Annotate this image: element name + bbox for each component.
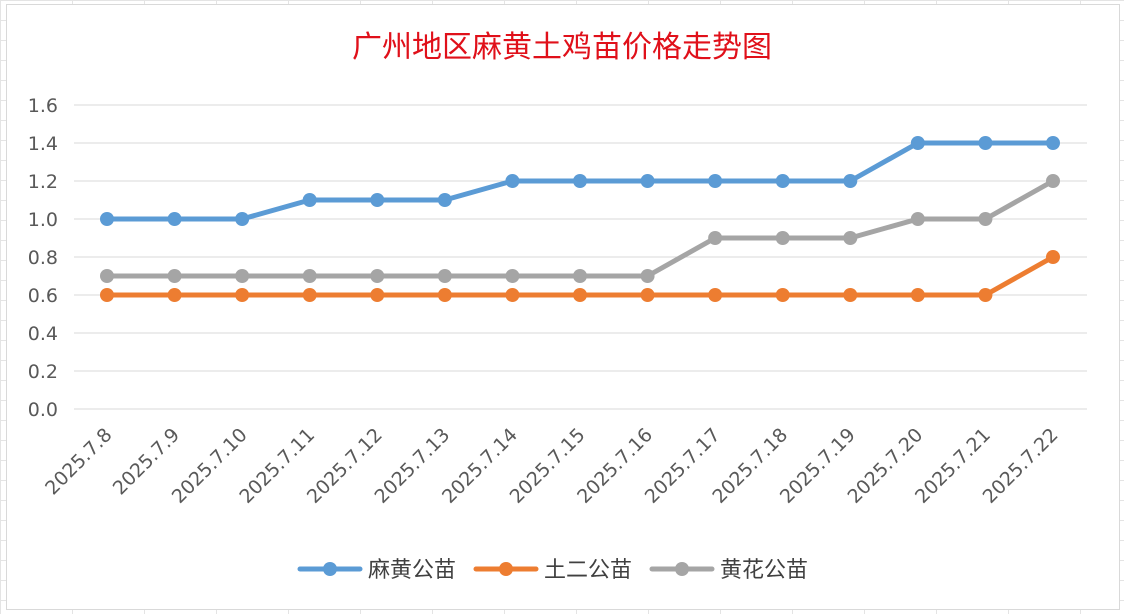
data-point (978, 212, 993, 226)
data-point (302, 269, 317, 283)
legend: 麻黄公苗 土二公苗 黄花公苗 (297, 558, 808, 583)
series-line (104, 178, 1056, 279)
y-tick-label: 0.8 (28, 247, 58, 269)
data-point (100, 288, 114, 302)
data-point (100, 212, 114, 226)
data-point (235, 288, 250, 302)
legend-item: 土二公苗 (473, 558, 632, 583)
legend-label: 麻黄公苗 (368, 558, 456, 583)
data-point (708, 231, 723, 245)
data-point (573, 288, 587, 302)
data-point (167, 288, 182, 302)
data-point (843, 174, 858, 188)
data-point (775, 288, 790, 302)
y-tick-label: 0.2 (28, 361, 58, 383)
data-point (1046, 250, 1060, 264)
data-point (910, 288, 925, 302)
data-point (708, 174, 723, 188)
data-point (370, 193, 385, 207)
y-tick-label: 0.4 (28, 323, 58, 345)
series-layer (100, 136, 1060, 302)
legend-swatch-marker (323, 562, 337, 576)
legend-label: 黄花公苗 (720, 558, 808, 583)
data-point (910, 212, 925, 226)
legend-item: 黄花公苗 (649, 558, 808, 583)
data-point (640, 269, 655, 283)
y-tick-label: 1.2 (28, 171, 58, 193)
data-point (437, 269, 452, 283)
x-axis-ticks: 2025.7.82025.7.92025.7.102025.7.112025.7… (41, 424, 1062, 508)
series-1 (100, 136, 1060, 226)
y-tick-label: 1.6 (28, 95, 58, 117)
data-point (910, 136, 925, 150)
y-tick-label: 1.0 (28, 209, 58, 231)
data-point (843, 231, 858, 245)
data-point (573, 174, 587, 188)
x-tick-label: 2025.7.8 (41, 424, 116, 499)
data-point (370, 269, 385, 283)
chart-title: 广州地区麻黄土鸡苗价格走势图 (352, 30, 772, 65)
data-point (167, 212, 182, 226)
data-point (167, 269, 182, 283)
y-tick-label: 1.4 (28, 133, 58, 155)
data-point (640, 288, 655, 302)
data-point (505, 288, 520, 302)
data-point (843, 288, 858, 302)
data-point (505, 269, 520, 283)
data-point (302, 288, 317, 302)
data-point (235, 269, 250, 283)
data-point (302, 193, 317, 207)
data-point (235, 212, 250, 226)
data-point (775, 231, 790, 245)
series-3 (100, 174, 1060, 283)
data-point (640, 174, 655, 188)
data-point (978, 136, 993, 150)
data-point (100, 269, 114, 283)
legend-swatch-marker (675, 562, 689, 576)
y-tick-label: 0.0 (28, 399, 58, 421)
data-point (370, 288, 385, 302)
data-point (708, 288, 723, 302)
data-point (1046, 174, 1060, 188)
series-2 (100, 250, 1060, 302)
data-point (505, 174, 520, 188)
data-point (437, 193, 452, 207)
data-point (775, 174, 790, 188)
data-point (437, 288, 452, 302)
legend-item: 麻黄公苗 (297, 558, 456, 583)
data-point (573, 269, 587, 283)
y-tick-label: 0.6 (28, 285, 58, 307)
data-point (1046, 136, 1060, 150)
gridlines (74, 104, 1087, 410)
data-point (978, 288, 993, 302)
legend-swatch-marker (499, 562, 513, 576)
legend-label: 土二公苗 (544, 558, 632, 583)
y-axis-ticks: 0.0 0.2 0.4 0.6 0.8 1.0 1.2 1.4 1.6 (28, 95, 58, 421)
